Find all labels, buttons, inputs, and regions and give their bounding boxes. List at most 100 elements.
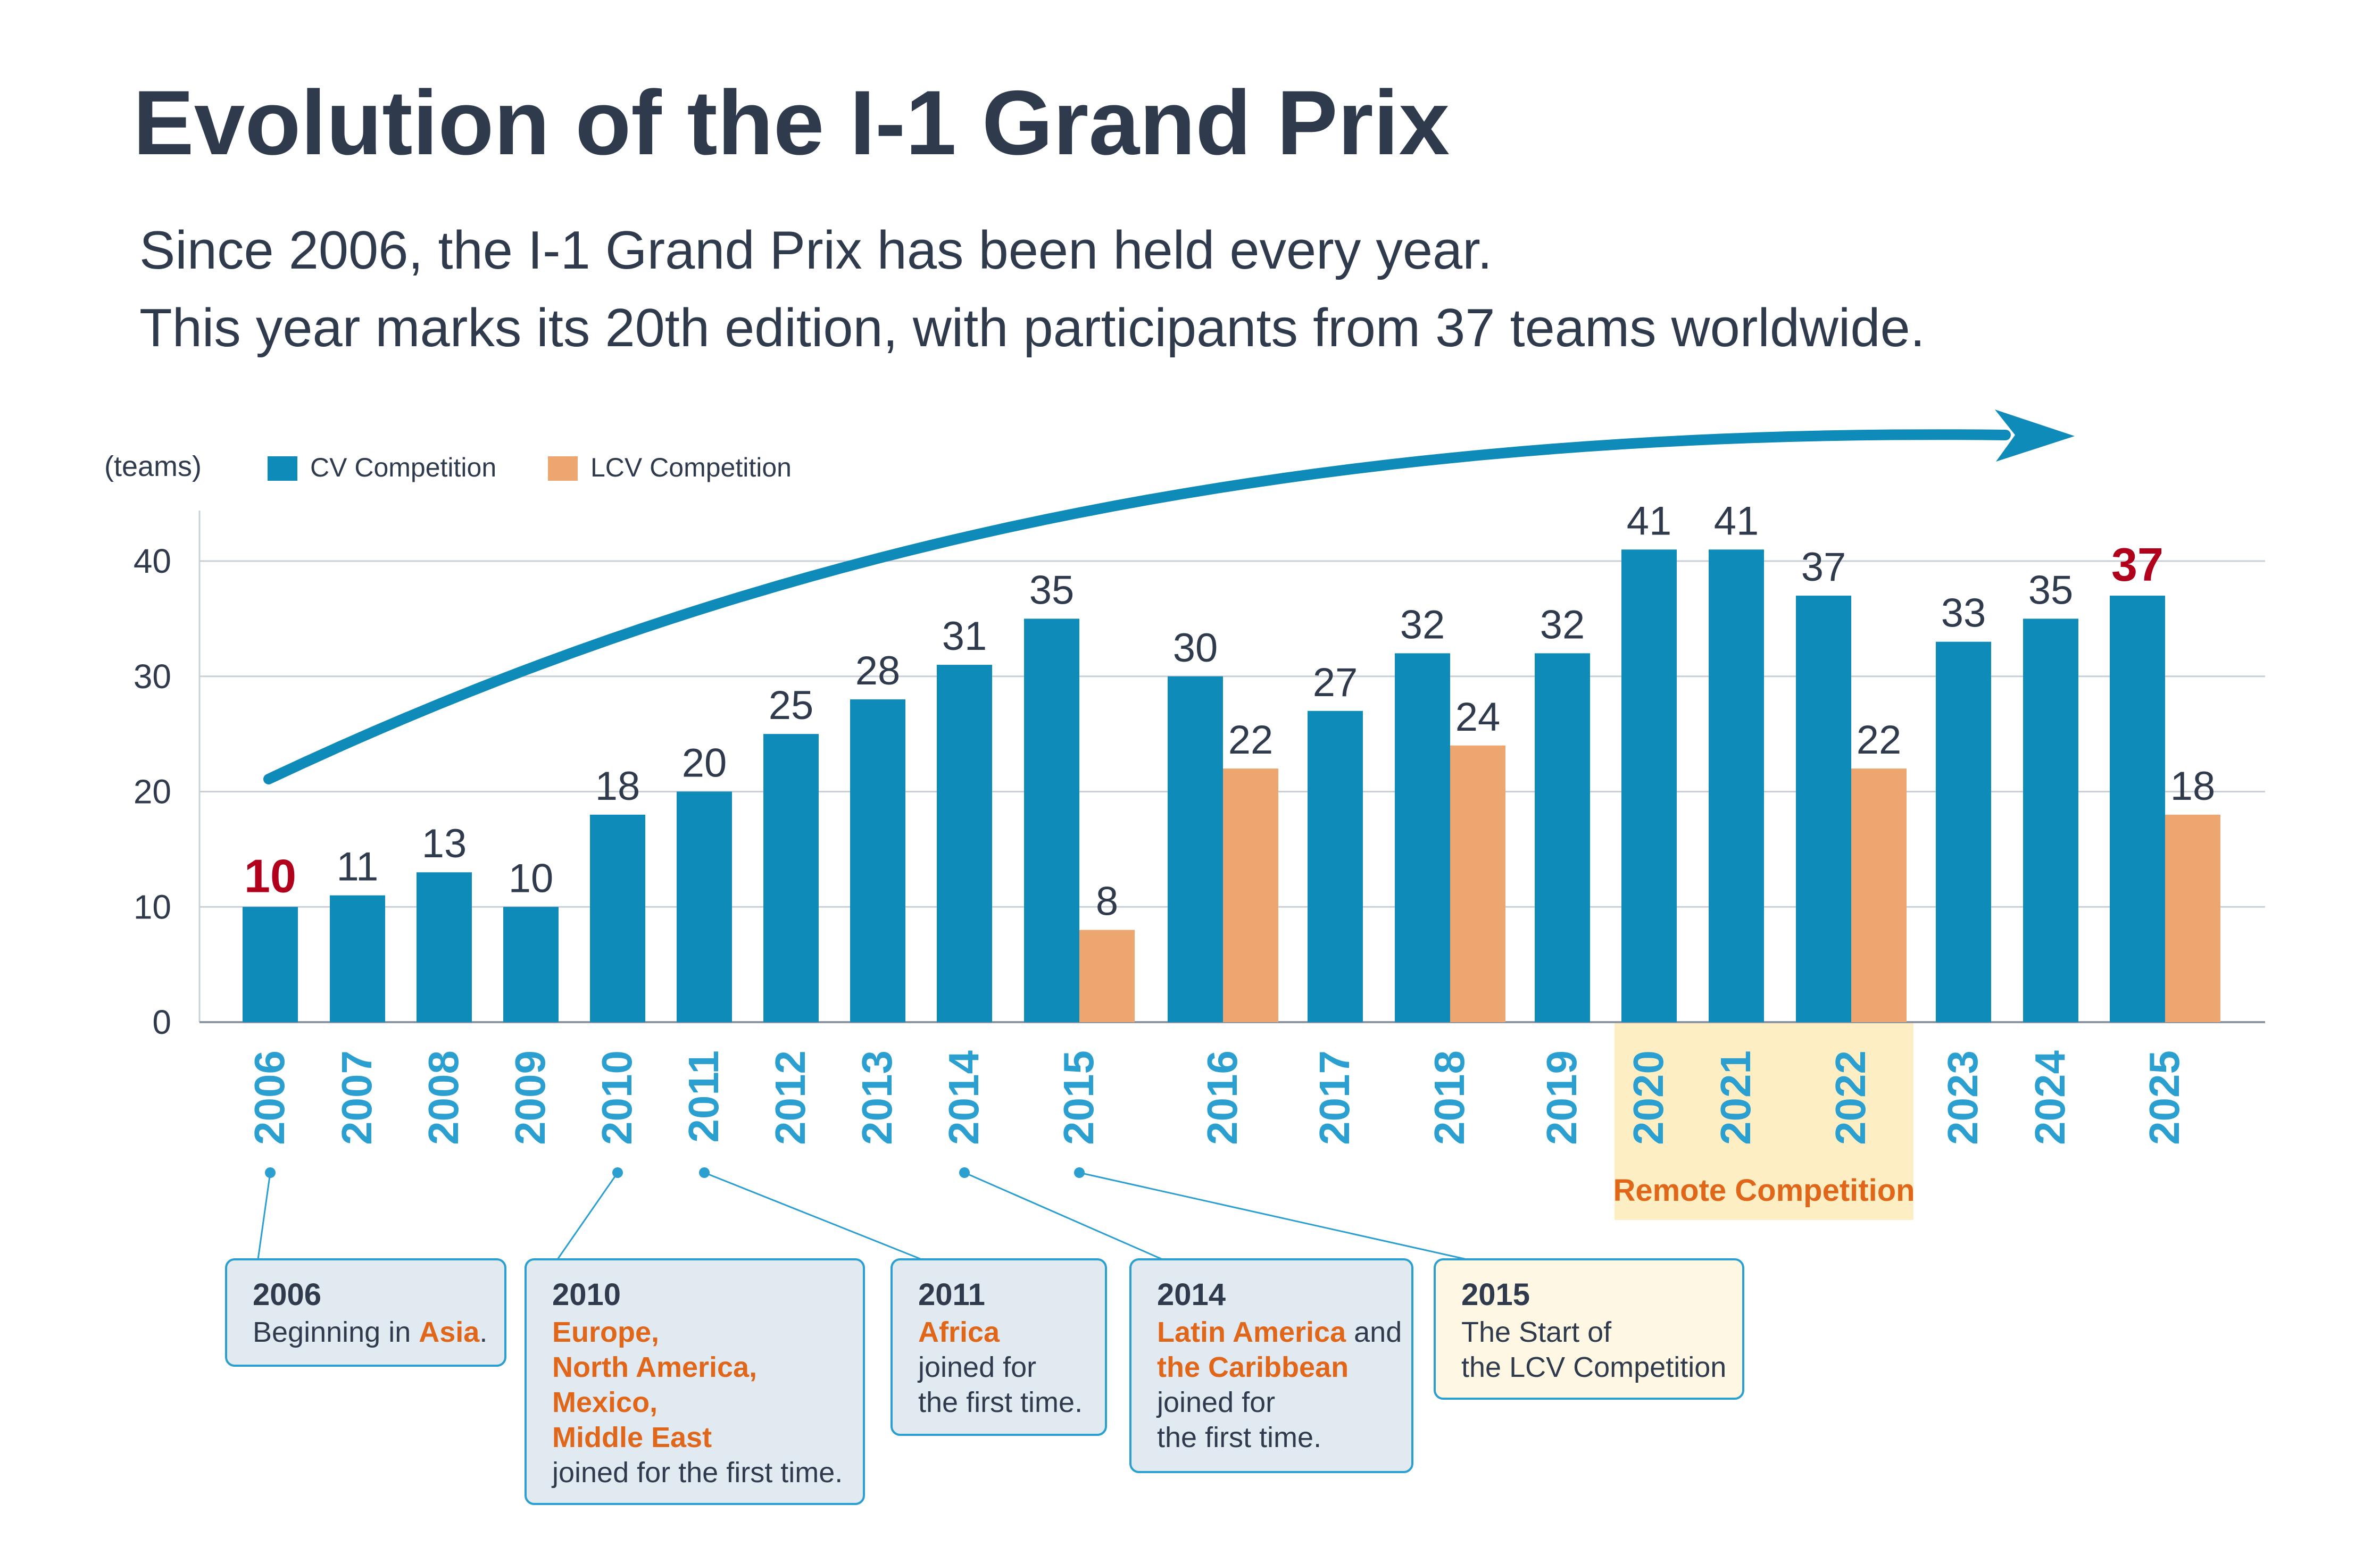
milestone-box-2011 bbox=[891, 1258, 1107, 1436]
cv-bar-2023 bbox=[1936, 641, 1991, 1022]
milestone-dot-2010 bbox=[612, 1167, 623, 1178]
milestone-text-2010: Middle East bbox=[552, 1422, 712, 1453]
x-tick-label-2013: 2013 bbox=[853, 1050, 901, 1145]
x-tick-label-2024: 2024 bbox=[2026, 1050, 2074, 1144]
x-tick-label-2025: 2025 bbox=[2141, 1050, 2188, 1145]
milestone-text-2011: Africa bbox=[918, 1316, 1000, 1348]
cv-value-label-2010: 18 bbox=[595, 764, 640, 809]
cv-value-label-2015: 35 bbox=[1029, 567, 1075, 613]
milestone-text-2014: Latin America and bbox=[1157, 1316, 1402, 1348]
x-tick-label-2006: 2006 bbox=[246, 1050, 293, 1145]
milestone-text-2010: North America, bbox=[552, 1351, 757, 1383]
cv-value-label-2017: 27 bbox=[1313, 660, 1358, 705]
y-tick-label: 40 bbox=[134, 542, 171, 580]
x-tick-label-2012: 2012 bbox=[767, 1050, 814, 1145]
milestone-leader-2015 bbox=[1079, 1172, 1467, 1260]
cv-value-label-2006: 10 bbox=[244, 849, 296, 902]
y-tick-label: 30 bbox=[134, 657, 171, 696]
x-tick-label-2014: 2014 bbox=[940, 1050, 987, 1144]
lcv-bar-2018 bbox=[1450, 745, 1505, 1022]
lcv-value-label-2015: 8 bbox=[1096, 879, 1118, 924]
cv-value-label-2023: 33 bbox=[1941, 591, 1986, 636]
cv-bar-2014 bbox=[937, 665, 992, 1022]
milestone-text-2010: joined for the first time. bbox=[551, 1457, 843, 1489]
milestone-leader-2010 bbox=[556, 1172, 619, 1260]
cv-bar-2022 bbox=[1796, 596, 1851, 1022]
chart-subtitle-line: This year marks its 20th edition, with p… bbox=[139, 298, 1925, 358]
milestone-text-2015: The Start of bbox=[1461, 1316, 1612, 1348]
cv-bar-2019 bbox=[1535, 653, 1590, 1022]
cv-value-label-2013: 28 bbox=[855, 648, 901, 693]
milestone-plain-text: and bbox=[1346, 1316, 1402, 1348]
lcv-value-label-2025: 18 bbox=[2170, 764, 2216, 809]
milestone-plain-text: Beginning in bbox=[253, 1316, 419, 1348]
lcv-value-label-2016: 22 bbox=[1228, 717, 1274, 763]
milestone-year-2011: 2011 bbox=[918, 1277, 985, 1312]
milestone-year-2014: 2014 bbox=[1157, 1277, 1226, 1312]
cv-value-label-2020: 41 bbox=[1627, 498, 1672, 544]
cv-bar-2011 bbox=[677, 791, 732, 1022]
milestone-dot-2006 bbox=[265, 1167, 276, 1178]
milestone-text-2015: the LCV Competition bbox=[1461, 1351, 1726, 1383]
x-tick-label-2010: 2010 bbox=[593, 1050, 640, 1145]
cv-bar-2017 bbox=[1308, 711, 1363, 1022]
milestone-plain-text: The Start of bbox=[1461, 1316, 1612, 1348]
trend-arrow-line bbox=[263, 429, 2011, 784]
cv-bar-2013 bbox=[850, 699, 905, 1022]
milestone-highlight-text: Europe, bbox=[552, 1316, 659, 1348]
milestone-highlight-text: North America, bbox=[552, 1351, 757, 1383]
milestone-highlight-text: Mexico, bbox=[552, 1386, 658, 1418]
milestone-box-2014 bbox=[1129, 1258, 1413, 1473]
cv-bar-2020 bbox=[1621, 549, 1677, 1022]
milestone-plain-text: . bbox=[479, 1316, 487, 1348]
cv-bar-2009 bbox=[503, 907, 559, 1022]
lcv-bar-2016 bbox=[1223, 768, 1278, 1022]
x-tick-label-2009: 2009 bbox=[506, 1050, 554, 1145]
x-tick-label-2023: 2023 bbox=[1939, 1050, 1986, 1145]
x-tick-label-2017: 2017 bbox=[1311, 1050, 1358, 1145]
trend-arrow-head bbox=[1995, 409, 2075, 462]
milestone-text-2014: the first time. bbox=[1157, 1422, 1321, 1453]
x-tick-label-2018: 2018 bbox=[1426, 1050, 1473, 1145]
x-tick-label-2015: 2015 bbox=[1055, 1050, 1102, 1145]
legend-label-lcv: LCV Competition bbox=[590, 453, 792, 482]
milestone-year-2015: 2015 bbox=[1461, 1277, 1530, 1312]
milestone-leader-2006 bbox=[257, 1172, 271, 1260]
cv-value-label-2024: 35 bbox=[2028, 567, 2074, 613]
legend-swatch-cv bbox=[268, 456, 297, 481]
milestone-dot-2011 bbox=[699, 1167, 710, 1178]
cv-value-label-2012: 25 bbox=[769, 683, 814, 728]
milestone-plain-text: the first time. bbox=[1157, 1422, 1321, 1453]
cv-value-label-2022: 37 bbox=[1801, 545, 1846, 590]
x-tick-label-2020: 2020 bbox=[1625, 1050, 1672, 1145]
cv-value-label-2007: 11 bbox=[337, 845, 379, 890]
milestone-text-2010: Europe, bbox=[552, 1316, 659, 1348]
milestone-highlight-text: Middle East bbox=[552, 1422, 712, 1453]
milestone-year-2006: 2006 bbox=[253, 1277, 321, 1312]
cv-value-label-2018: 32 bbox=[1400, 602, 1445, 647]
cv-bar-2024 bbox=[2023, 618, 2078, 1022]
milestone-plain-text: joined for bbox=[917, 1351, 1036, 1383]
milestone-plain-text: joined for bbox=[1156, 1386, 1275, 1418]
x-tick-label-2007: 2007 bbox=[333, 1050, 380, 1145]
y-tick-label: 20 bbox=[134, 773, 171, 811]
milestone-box-2010 bbox=[525, 1258, 865, 1505]
x-tick-label-2011: 2011 bbox=[680, 1050, 727, 1143]
y-tick-label: 10 bbox=[134, 888, 171, 926]
milestone-leader-2011 bbox=[704, 1172, 922, 1260]
milestone-text-2014: joined for bbox=[1156, 1386, 1275, 1418]
milestone-dot-2015 bbox=[1074, 1167, 1085, 1178]
chart-subtitle-line: Since 2006, the I-1 Grand Prix has been … bbox=[139, 221, 1492, 280]
milestone-highlight-text: Latin America bbox=[1157, 1316, 1346, 1348]
milestone-dot-2014 bbox=[959, 1167, 970, 1178]
cv-bar-2007 bbox=[330, 895, 385, 1022]
cv-bar-2006 bbox=[243, 907, 298, 1022]
cv-value-label-2025: 37 bbox=[2111, 538, 2163, 591]
cv-bar-2008 bbox=[417, 872, 472, 1022]
cv-bar-2021 bbox=[1709, 549, 1764, 1022]
chart-title: Evolution of the I-1 Grand Prix bbox=[133, 72, 1450, 174]
cv-value-label-2016: 30 bbox=[1173, 625, 1218, 671]
cv-bar-2012 bbox=[763, 734, 819, 1022]
